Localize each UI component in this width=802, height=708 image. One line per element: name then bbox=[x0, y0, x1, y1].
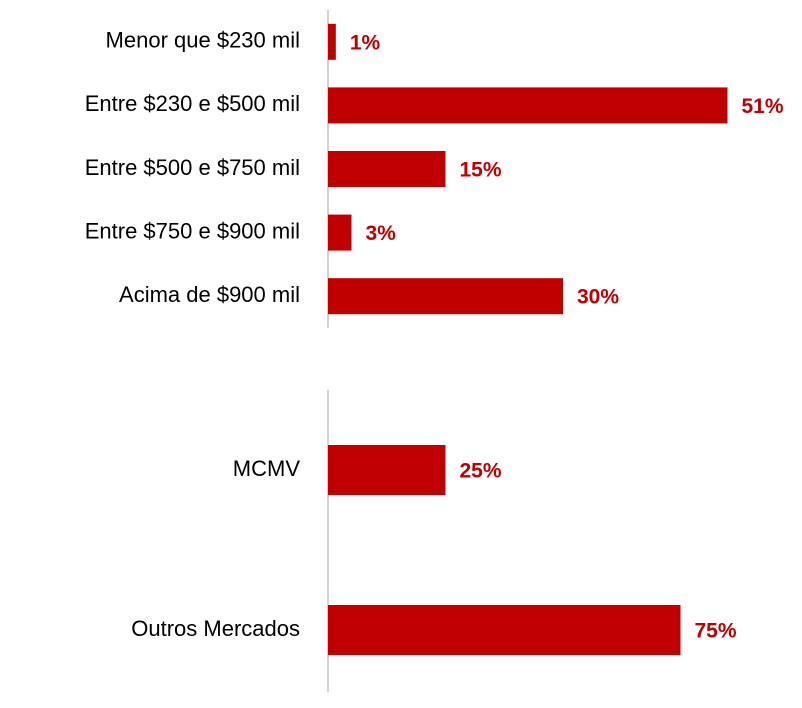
bar bbox=[328, 605, 681, 655]
bar bbox=[328, 23, 336, 60]
value-label: 25% bbox=[460, 460, 502, 483]
category-label: Menor que $230 mil bbox=[106, 28, 300, 53]
value-label: 15% bbox=[460, 159, 502, 182]
bar bbox=[328, 87, 728, 124]
bar bbox=[328, 214, 352, 251]
category-label: Entre $500 e $750 mil bbox=[85, 155, 300, 180]
value-label: 51% bbox=[742, 95, 784, 118]
value-label: 75% bbox=[695, 620, 737, 643]
category-label: MCMV bbox=[233, 456, 301, 481]
value-label: 3% bbox=[366, 222, 397, 245]
category-label: Entre $230 e $500 mil bbox=[85, 91, 300, 116]
category-label: Outros Mercados bbox=[131, 616, 300, 641]
bar bbox=[328, 445, 446, 495]
bar bbox=[328, 278, 563, 315]
category-label: Entre $750 e $900 mil bbox=[85, 218, 300, 243]
bar bbox=[328, 151, 446, 187]
value-label: 30% bbox=[577, 286, 619, 309]
category-label: Acima de $900 mil bbox=[119, 282, 300, 307]
value-label: 1% bbox=[350, 31, 381, 54]
